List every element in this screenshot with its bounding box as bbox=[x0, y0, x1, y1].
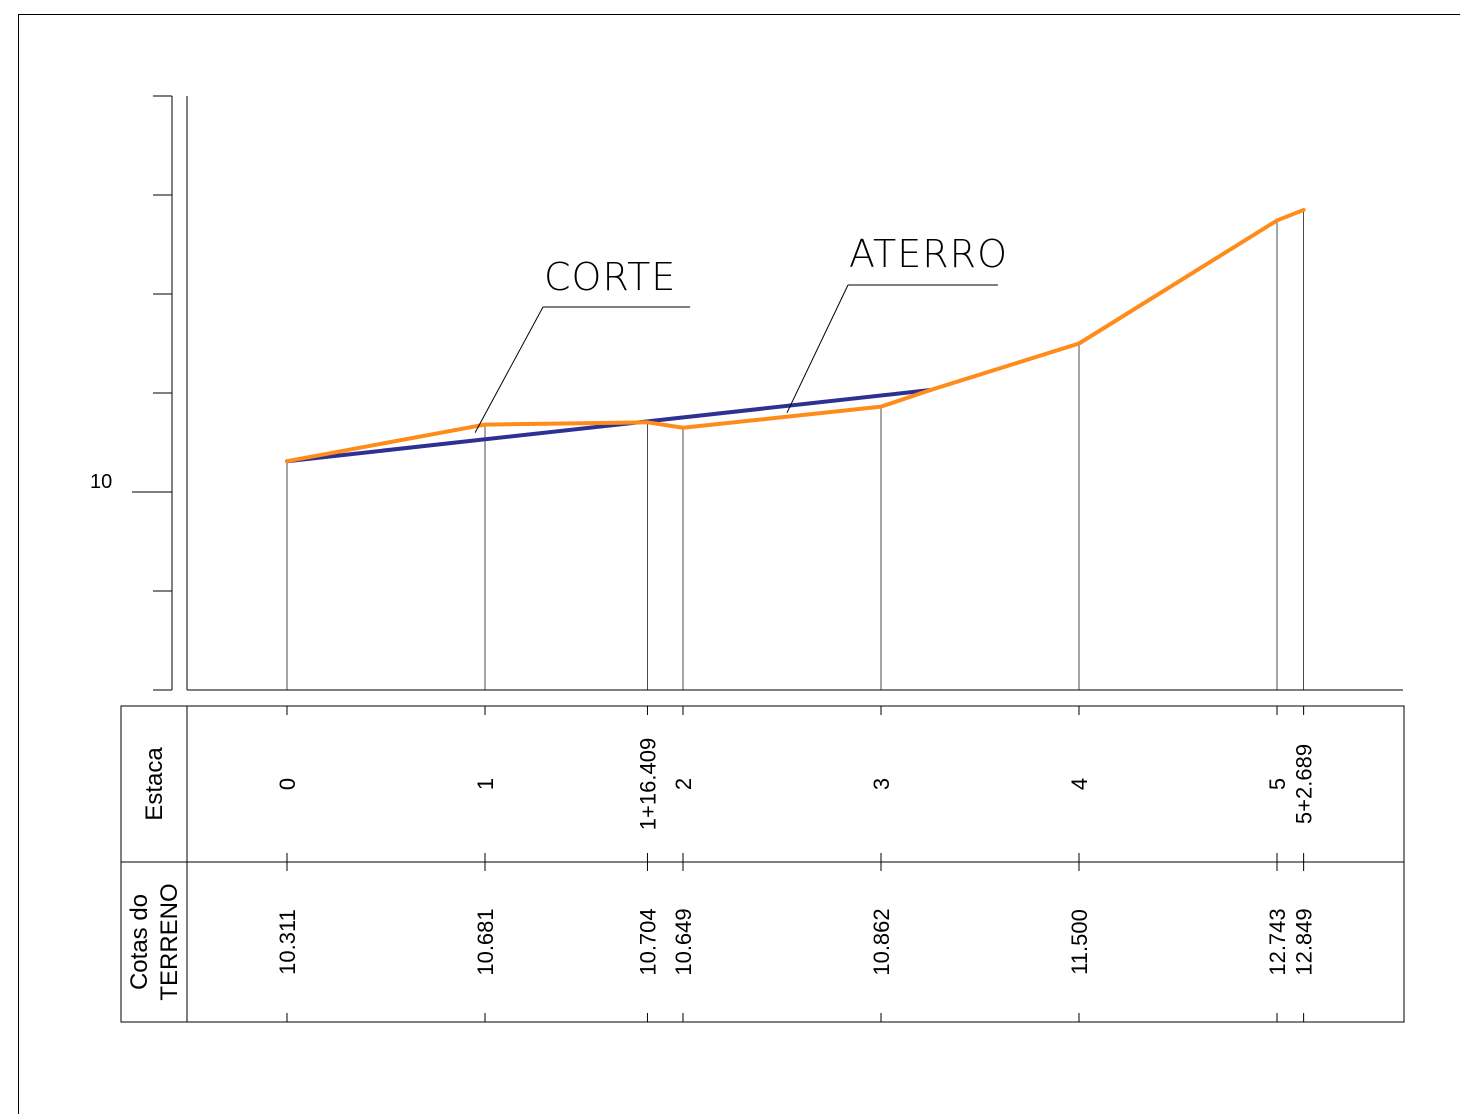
data-table: Estaca Cotas do TERRENO 0 10.311 1 10.681 1+16.… bbox=[120, 705, 1405, 1023]
profile-lines bbox=[285, 207, 1306, 464]
row-header-estaca-0: Estaca bbox=[141, 747, 168, 821]
annotation-label-1: ATERRO bbox=[849, 232, 1008, 276]
estaca-label-3: 2 bbox=[671, 778, 696, 790]
cota-label-2: 10.704 bbox=[635, 908, 660, 975]
estaca-label-6: 5 bbox=[1265, 778, 1290, 790]
cota-label-3: 10.649 bbox=[671, 908, 696, 975]
table-border bbox=[120, 705, 1405, 1023]
row-header-cota-1: TERRENO bbox=[156, 883, 183, 1000]
row-header-cota-0: Cotas do bbox=[126, 894, 153, 990]
cota-label-7: 12.849 bbox=[1292, 908, 1317, 975]
cota-label-6: 12.743 bbox=[1265, 908, 1290, 975]
annotation-leader-0 bbox=[474, 306, 544, 433]
axes: 10 bbox=[90, 95, 1403, 691]
cota-label-5: 11.500 bbox=[1067, 909, 1092, 975]
drawing-frame bbox=[18, 14, 1460, 1114]
annotations: CORTE ATERRO bbox=[474, 232, 1008, 433]
series-line-terreno bbox=[285, 207, 1306, 464]
estaca-label-4: 3 bbox=[869, 778, 894, 790]
estaca-label-1: 1 bbox=[473, 778, 498, 790]
cota-label-4: 10.862 bbox=[869, 908, 894, 975]
cota-label-1: 10.681 bbox=[473, 908, 498, 975]
series-line-greide bbox=[285, 388, 933, 464]
station-verticals bbox=[286, 209, 1304, 690]
y-tick-label-0: 10 bbox=[90, 471, 112, 493]
estaca-label-0: 0 bbox=[275, 778, 300, 790]
estaca-label-7: 5+2.689 bbox=[1292, 744, 1317, 824]
annotation-leader-1 bbox=[786, 284, 849, 414]
annotation-label-0: CORTE bbox=[544, 255, 676, 299]
estaca-label-5: 4 bbox=[1067, 778, 1092, 790]
cota-label-0: 10.311 bbox=[275, 909, 300, 975]
estaca-label-2: 1+16.409 bbox=[635, 738, 660, 830]
